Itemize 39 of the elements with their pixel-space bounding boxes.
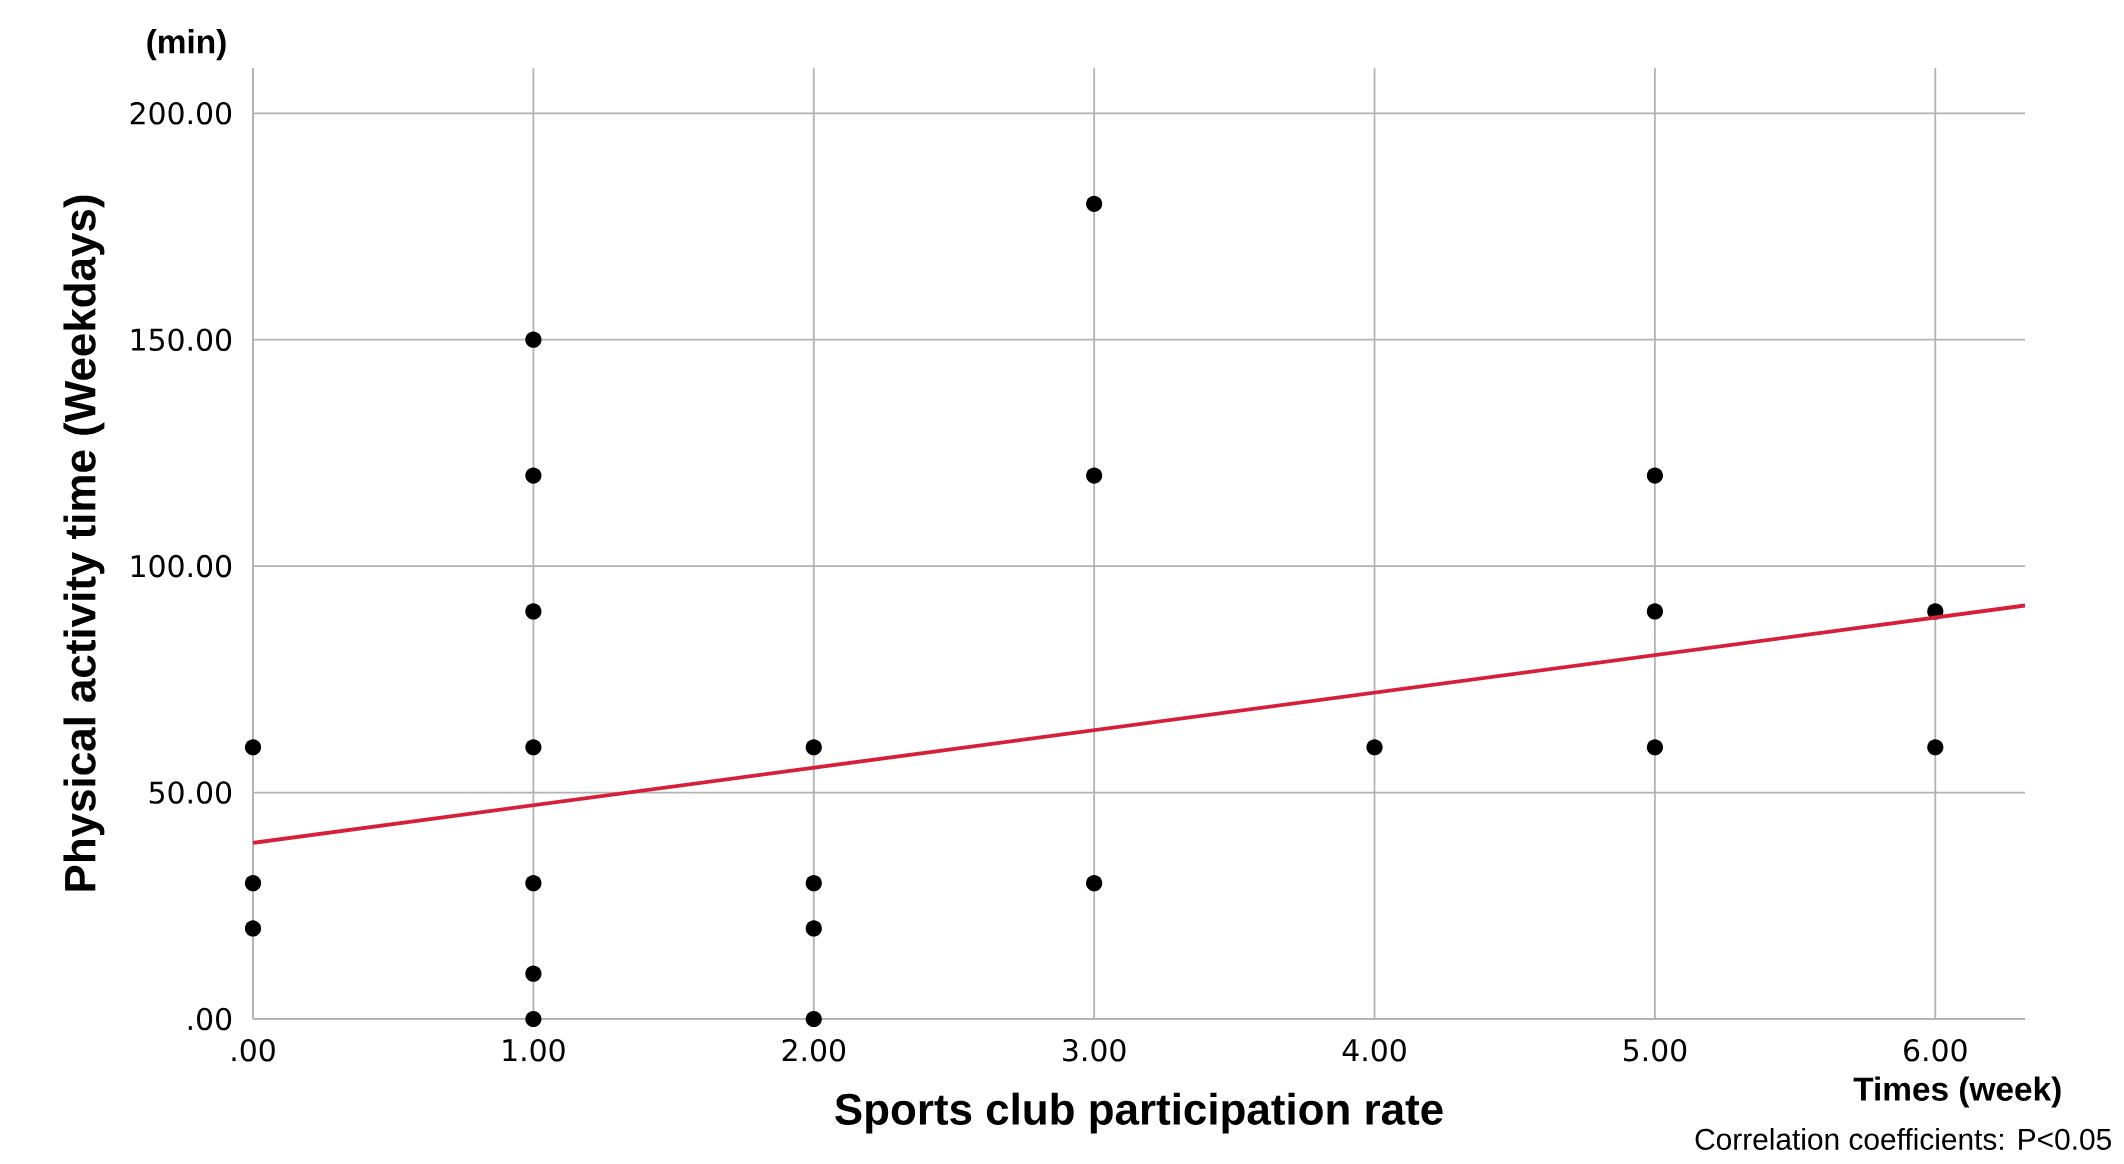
x-tick-label: 6.00: [1904, 1038, 1967, 1062]
point: [244, 875, 262, 892]
point: [1366, 739, 1383, 756]
x-axis-title: Sports club participation rate: [835, 1092, 1443, 1134]
point: [525, 603, 542, 620]
y-tick-label: 200.00: [130, 101, 232, 125]
point: [1927, 739, 1944, 756]
text: Times (week): [1853, 1076, 2061, 1108]
y-tick-label: .00: [188, 1007, 232, 1031]
point: [1086, 195, 1103, 212]
x-tick-label: 5.00: [1623, 1038, 1687, 1062]
x-tick-label: 1.00: [503, 1038, 565, 1062]
point: [1646, 603, 1663, 620]
x-tick-label: .00: [232, 1038, 275, 1062]
y-tick-label: 150.00: [131, 328, 232, 352]
point: [525, 331, 542, 348]
x-tick-label: 3.00: [1063, 1038, 1126, 1062]
point: [525, 739, 542, 756]
point: [1086, 875, 1103, 892]
point: [805, 875, 822, 892]
y-axis-title: Physical activity time (Weekdays): [63, 195, 105, 891]
point: [805, 920, 822, 937]
point: [244, 920, 262, 937]
point: [1646, 739, 1663, 756]
text: Correlation coefficients: P<0.05: [1695, 1128, 2111, 1150]
x-tick-label: 2.00: [782, 1038, 846, 1062]
point: [244, 739, 262, 756]
point: [1646, 467, 1663, 484]
point: [525, 1010, 542, 1028]
y-tick-label: 100.00: [131, 554, 232, 578]
point: [805, 1010, 822, 1028]
x-tick-label: 4.00: [1342, 1038, 1406, 1062]
point: [525, 875, 542, 892]
point: [525, 965, 542, 982]
y-tick-label: 50.00: [149, 781, 232, 804]
point: [805, 739, 822, 756]
point: [525, 467, 542, 484]
text: (min): [147, 29, 226, 61]
point: [1086, 467, 1103, 484]
